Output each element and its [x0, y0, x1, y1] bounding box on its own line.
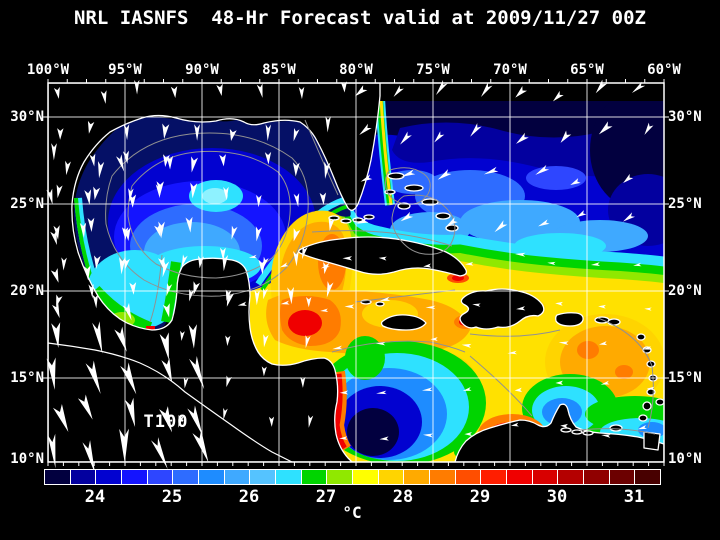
colorbar-segment	[429, 470, 455, 484]
colorbar-segment	[557, 470, 584, 484]
colorbar-tick-label: 30	[546, 487, 568, 507]
sst-colorbar	[44, 469, 661, 485]
colorbar-segment	[352, 470, 378, 484]
colorbar-segment	[198, 470, 224, 484]
colorbar-segment	[608, 470, 635, 484]
colorbar-tick-label: 26	[238, 487, 260, 507]
t100-annotation: T100	[144, 412, 189, 432]
colorbar-unit: °C	[342, 503, 362, 522]
colorbar-segment	[146, 470, 173, 484]
colorbar-segment	[454, 470, 481, 484]
colorbar-segment	[531, 470, 558, 484]
colorbar-segment	[223, 470, 250, 484]
domain-edge-band	[352, 83, 664, 101]
colorbar-segment	[249, 470, 276, 484]
colorbar-tick-label: 27	[315, 487, 337, 507]
colorbar-tick-label: 29	[469, 487, 491, 507]
colorbar-tick-label: 31	[623, 487, 645, 507]
colorbar-segment	[377, 470, 404, 484]
colorbar-tick-label: 24	[84, 487, 106, 507]
colorbar-segment	[121, 470, 147, 484]
land-puerto-rico	[555, 312, 584, 327]
land-trinidad	[643, 431, 661, 451]
abc-islands	[560, 424, 623, 436]
colorbar-segment	[45, 470, 70, 484]
colorbar-segment	[172, 470, 199, 484]
map-title: NRL IASNFS 48-Hr Forecast valid at 2009/…	[74, 7, 646, 29]
colorbar-segment	[69, 470, 96, 484]
colorbar-segment	[300, 470, 327, 484]
colorbar-tick-label: 25	[161, 487, 183, 507]
colorbar-segment	[506, 470, 532, 484]
colorbar-segment	[403, 470, 430, 484]
map-border	[47, 82, 665, 463]
colorbar-segment	[95, 470, 122, 484]
colorbar-segment	[634, 470, 661, 484]
colorbar-tick-label: 28	[392, 487, 414, 507]
land-south-america	[454, 403, 664, 462]
colorbar-segment	[326, 470, 353, 484]
colorbar-segment	[583, 470, 609, 484]
colorbar-segment	[480, 470, 507, 484]
colorbar-segment	[275, 470, 301, 484]
land-jamaica	[380, 314, 427, 331]
lat-lon-grid	[48, 83, 664, 462]
land-north-central-america	[48, 83, 381, 462]
